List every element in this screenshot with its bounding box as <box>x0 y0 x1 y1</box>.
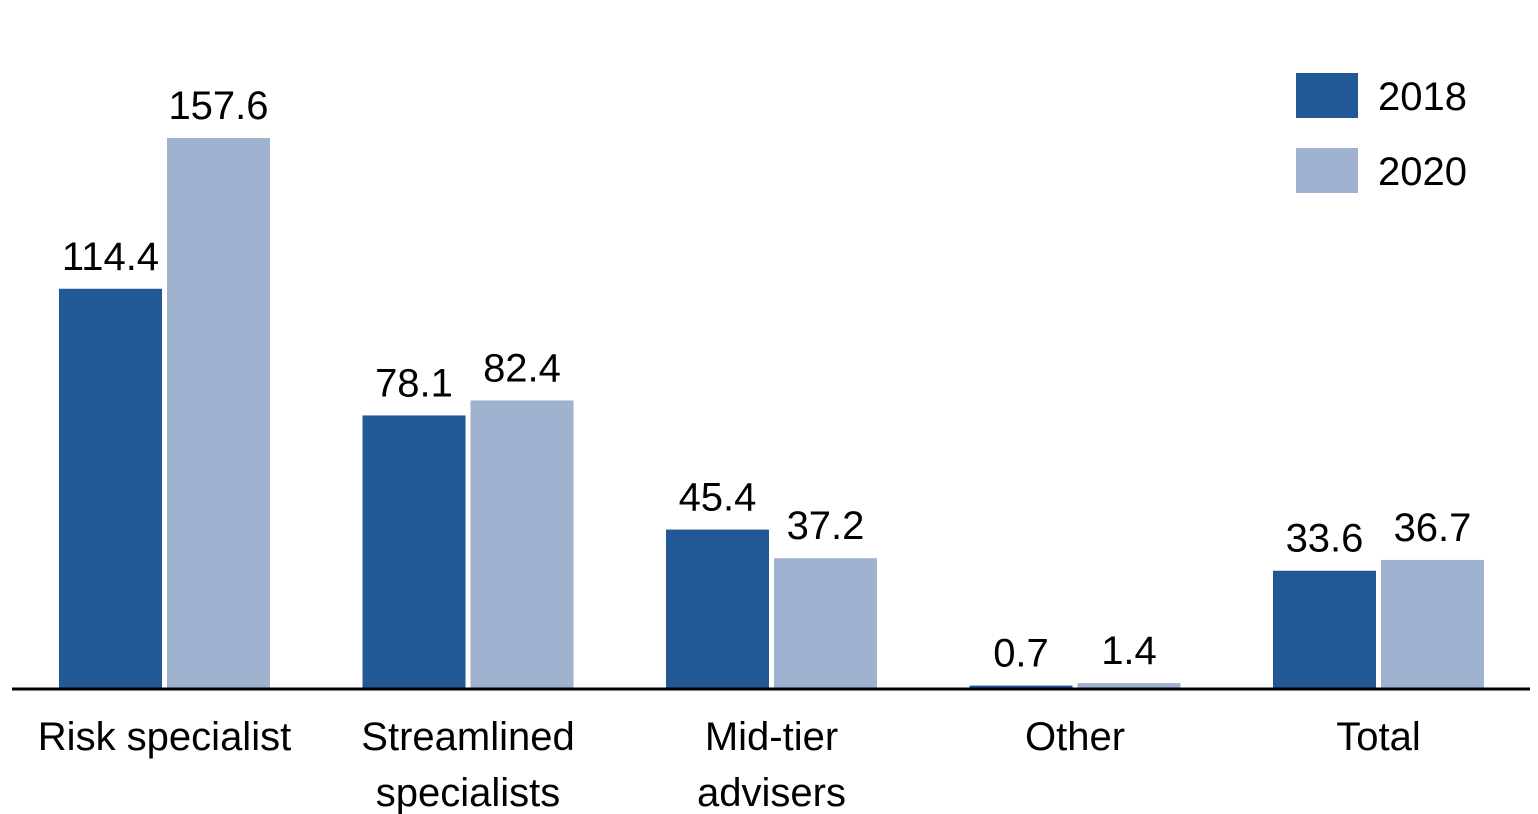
value-label-2018-2: 45.4 <box>679 476 757 520</box>
legend-swatch-2020 <box>1296 148 1358 193</box>
bar-2018-4 <box>1273 570 1376 688</box>
category-label-line: advisers <box>697 771 846 814</box>
bar-2020-3 <box>1077 683 1181 688</box>
bar-2020-1 <box>470 400 574 688</box>
value-label-2018-0: 114.4 <box>62 235 159 279</box>
value-label-2018-3: 0.7 <box>993 632 1049 676</box>
category-label-line: Streamlined <box>361 715 574 759</box>
category-label-2: Mid-tier advisers <box>697 715 846 814</box>
bar-2018-2 <box>666 529 769 688</box>
value-label-2020-1: 82.4 <box>483 346 561 390</box>
category-label-4: Total <box>1336 715 1421 759</box>
bar-2018-0 <box>59 288 162 688</box>
legend-label-2018: 2018 <box>1378 75 1467 119</box>
value-label-2018-1: 78.1 <box>375 361 453 405</box>
legend-swatch-2018 <box>1296 73 1358 118</box>
bar-2020-0 <box>167 138 270 688</box>
category-label-line: specialists <box>376 771 561 814</box>
value-label-2020-2: 37.2 <box>787 504 865 548</box>
legend-label-2020: 2020 <box>1378 150 1467 194</box>
category-label-1: Streamlined specialists <box>361 715 574 814</box>
legend: 2018 2020 <box>1296 73 1467 194</box>
value-label-2020-3: 1.4 <box>1101 629 1157 673</box>
category-label-line: Risk specialist <box>38 715 291 759</box>
bar-2018-3 <box>969 685 1073 688</box>
bar-2020-4 <box>1381 559 1484 688</box>
category-label-0: Risk specialist <box>38 715 291 759</box>
bar-2020-2 <box>774 558 877 688</box>
category-labels-group: Risk specialist Streamlined specialists Mid… <box>38 715 1421 814</box>
category-label-line: Total <box>1336 715 1421 759</box>
value-label-2020-4: 36.7 <box>1394 506 1472 550</box>
category-label-line: Mid-tier <box>705 715 838 759</box>
category-label-line: Other <box>1025 715 1125 759</box>
value-label-2018-4: 33.6 <box>1286 517 1364 561</box>
bar-2018-1 <box>362 415 466 688</box>
bars-group <box>59 138 1484 688</box>
value-label-2020-0: 157.6 <box>168 84 268 128</box>
value-labels-group: 114.4 157.6 78.1 82.4 45.4 37.2 0.7 1.4 33.6 36.7 <box>62 84 1472 676</box>
category-label-3: Other <box>1025 715 1125 759</box>
